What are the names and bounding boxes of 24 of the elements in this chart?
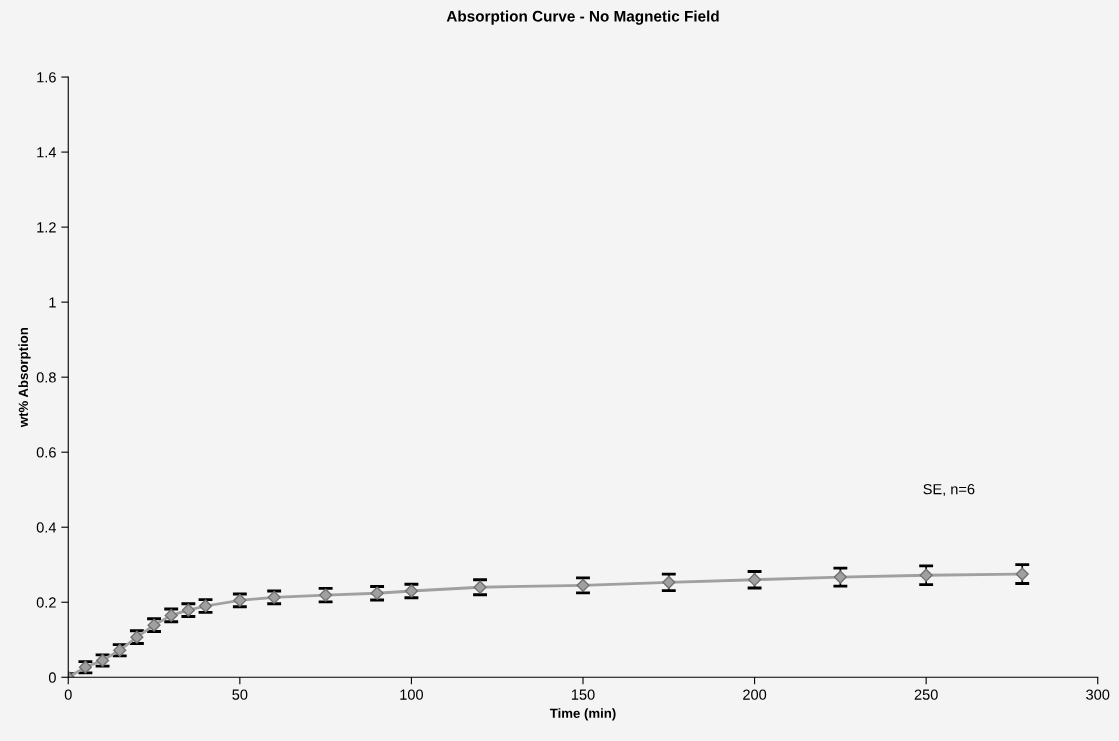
y-tick-label: 0.6 <box>36 447 56 458</box>
x-axis-title: Time (min) <box>549 708 616 721</box>
x-tick-label: 50 <box>232 689 248 700</box>
x-tick-label: 150 <box>571 689 595 700</box>
y-tick-label: 1.4 <box>37 147 57 158</box>
annotation: SE, n=6 <box>923 484 975 497</box>
y-tick-label: 1.2 <box>37 222 56 233</box>
point <box>662 575 676 589</box>
y-tick-label: 0.8 <box>36 372 56 383</box>
point <box>919 568 933 582</box>
y-tick-label: 0 <box>48 672 56 683</box>
x-tick-label: 300 <box>1086 689 1110 700</box>
chart-title: Absorption Curve - No Magnetic Field <box>446 10 719 25</box>
x-tick-label: 200 <box>743 689 767 700</box>
y-tick-label: 1 <box>49 297 56 308</box>
y-tick-label: 0.4 <box>36 522 57 533</box>
y-tick-label: 0.2 <box>36 597 56 608</box>
point <box>1015 567 1029 581</box>
x-tick-label: 0 <box>64 689 72 700</box>
x-tick-label: 100 <box>400 689 424 700</box>
y-axis-title: wt% Absorption <box>18 328 31 428</box>
y-tick-label: 1.6 <box>37 72 56 83</box>
point <box>833 570 847 584</box>
x-tick-label: 250 <box>914 689 938 700</box>
